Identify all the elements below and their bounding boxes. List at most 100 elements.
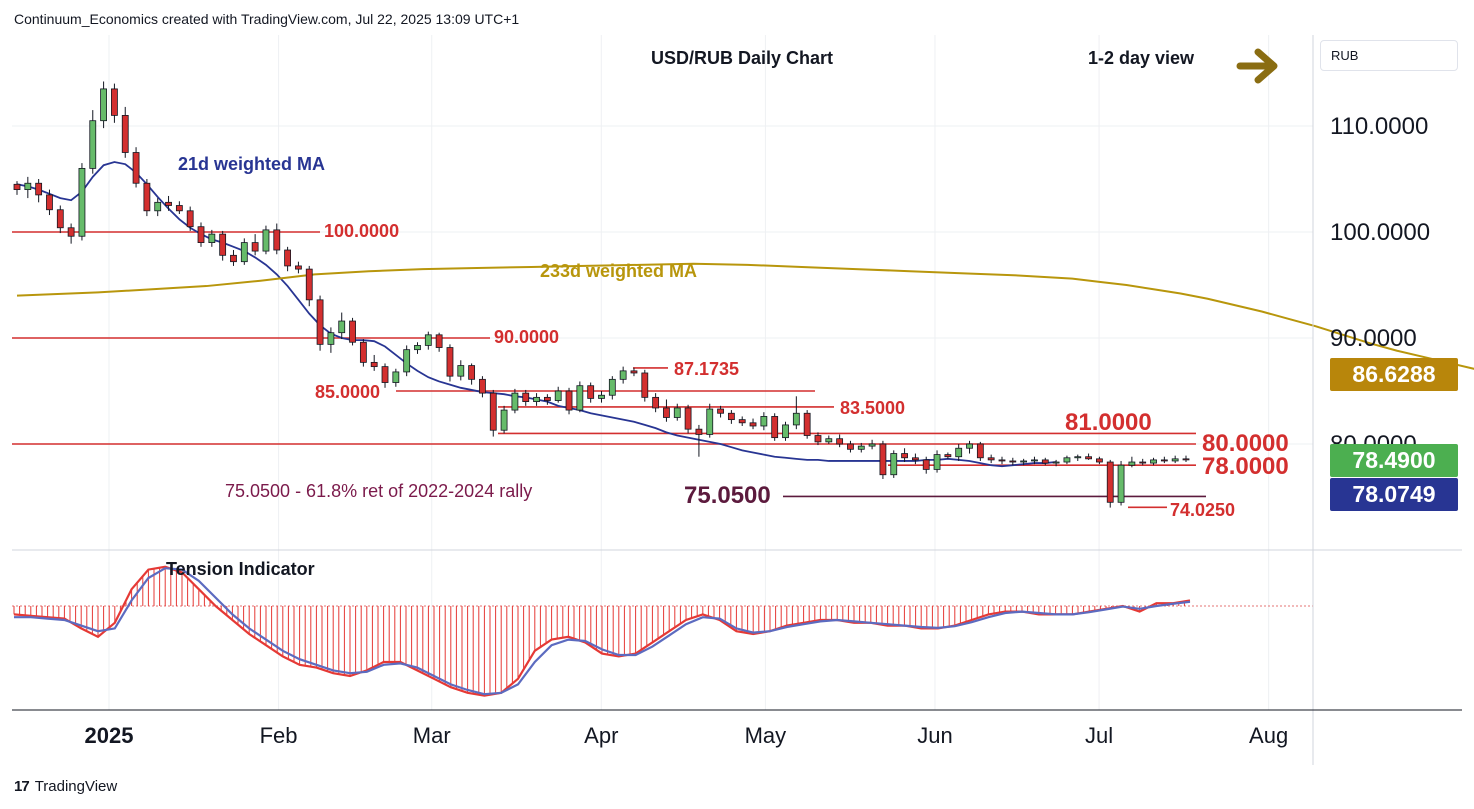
bull-candle-body [500,409,508,431]
bull-candle-body [955,447,963,458]
candle [46,189,53,216]
currency-selector[interactable]: RUB [1320,40,1458,71]
chart-attribution: Continuum_Economics created with Trading… [14,11,520,27]
annotation-text: 233d weighted MA [540,261,697,281]
bull-candle-body [825,438,833,443]
level-label: 85.0000 [315,382,380,402]
candle [890,450,898,478]
bull-candle-body [240,242,248,263]
candle [479,376,486,398]
level-label: 81.0000 [1065,409,1152,436]
candle [13,181,21,195]
candle [349,317,356,346]
bull-candle-body [608,378,616,396]
candle [836,434,844,448]
candle [489,389,497,437]
candle [197,222,205,247]
bull-candle-body [403,349,411,373]
bull-candle-body [511,392,519,411]
bear-candle-body [987,457,995,461]
candle [186,206,194,231]
bear-candle-body [771,416,779,439]
bear-candle-body [35,182,43,196]
bull-candle-body [392,371,400,383]
bear-candle-body [175,205,183,212]
price-badge-label: 78.4900 [1352,447,1435,473]
bear-candle-body [446,347,454,377]
candle [522,389,530,406]
bear-candle-body [1139,461,1147,464]
candles [13,81,1190,508]
candle [554,386,562,403]
x-tick-label: Mar [413,723,451,748]
axes: 110.0000 100.0000 90.0000 80.0000 2025 Feb Mar… [12,35,1462,765]
candle [284,246,292,272]
candle [262,225,270,255]
candle [1020,458,1028,466]
price-badge: 78.0749 [1330,478,1458,511]
bear-candle-body [543,396,551,401]
candle [533,393,540,406]
bull-candle-body [208,233,216,243]
bear-candle-body [684,407,692,430]
level-label: 74.0250 [1170,500,1235,520]
candle [684,404,692,434]
candle [295,261,302,274]
candle [273,223,281,255]
bear-candle-body [738,419,746,424]
price-badge-bg [1330,358,1458,391]
candle [111,83,118,123]
bull-candle-body [760,416,768,427]
candle [879,440,887,479]
bull-candle-body [857,445,865,450]
candle [911,453,919,465]
candle [338,312,346,340]
bear-candle-body [295,265,302,270]
candle [598,391,605,403]
candle [511,388,519,414]
candle [154,198,162,217]
candle [663,399,670,422]
candle [814,432,822,446]
level-label: 90.0000 [494,327,559,347]
annotations: 100.0000 90.0000 87.1735 85.0000 83.5000 81.0… [166,48,1289,579]
bull-candle-body [966,443,973,449]
candle [901,448,908,463]
bull-candle-body [1031,459,1038,462]
candle [695,424,703,457]
bull-candle-body [792,412,800,426]
bull-candle-body [782,424,789,439]
candle [1009,457,1017,466]
bear-candle-body [381,366,389,383]
bull-candle-body [457,365,465,377]
candle [987,454,995,464]
candle [749,418,757,430]
bear-candle-body [230,254,237,263]
candle [78,163,86,241]
bull-candle-body [1150,459,1157,464]
tradingview-footer[interactable]: 17 TradingView [14,778,117,795]
annotation-text: Tension Indicator [166,559,315,579]
x-tick-label: Jun [917,723,952,748]
candle [1085,453,1092,460]
bull-candle-body [89,120,97,169]
x-tick-label: Feb [260,723,298,748]
candle [121,106,129,158]
price-badge: 86.6288 [1330,358,1458,391]
bear-candle-body [359,341,367,363]
candle [803,410,811,439]
bear-candle-body [219,233,227,256]
candle [424,331,432,350]
candle [240,238,248,265]
bull-candle-body [78,167,86,237]
bear-candle-body [803,412,811,436]
candle [738,416,746,426]
level-label: 83.5000 [840,398,905,418]
bear-candle-body [479,378,486,394]
candle [316,295,324,351]
candle [143,179,151,217]
bear-candle-body [663,407,670,418]
bear-candle-body [1009,460,1017,463]
candle [630,367,638,377]
